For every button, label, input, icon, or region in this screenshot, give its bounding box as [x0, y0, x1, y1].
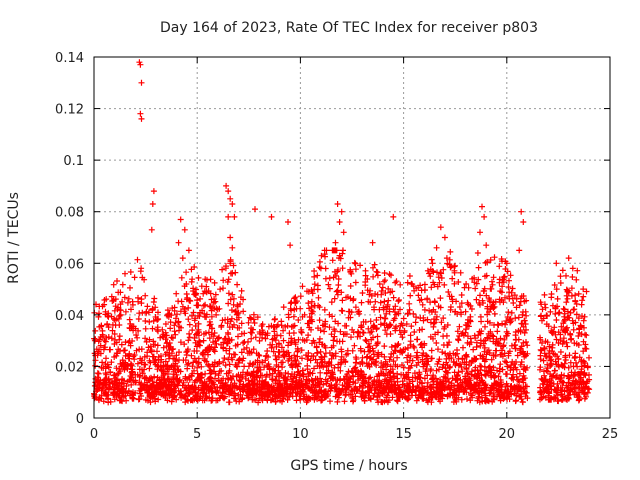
x-tick-label: 0: [90, 427, 98, 442]
axis-ticks: 0 5 10 15 20 25 0 0.02 0.04 0.06 0.08 0.1 0.12 0.14: [55, 51, 618, 442]
x-tick-label: 10: [292, 427, 309, 442]
roti-markers: [91, 59, 593, 406]
y-tick-label: 0: [76, 412, 84, 427]
y-tick-label: 0.02: [55, 360, 84, 375]
x-axis-label: GPS time / hours: [290, 458, 407, 474]
y-tick-label: 0.1: [63, 154, 84, 169]
x-tick-label: 15: [395, 427, 412, 442]
y-tick-label: 0.06: [55, 257, 84, 272]
y-tick-label: 0.04: [55, 309, 84, 324]
x-tick-label: 25: [602, 427, 619, 442]
plot-frame: [93, 56, 611, 419]
x-tick-label: 5: [193, 427, 201, 442]
chart-title: Day 164 of 2023, Rate Of TEC Index for r…: [160, 20, 538, 36]
data-points: [91, 59, 593, 406]
y-tick-label: 0.08: [55, 206, 84, 221]
y-axis-label: ROTI / TECUs: [6, 192, 22, 284]
y-tick-label: 0.12: [55, 103, 84, 118]
y-tick-label: 0.14: [55, 51, 84, 66]
x-tick-label: 20: [499, 427, 516, 442]
